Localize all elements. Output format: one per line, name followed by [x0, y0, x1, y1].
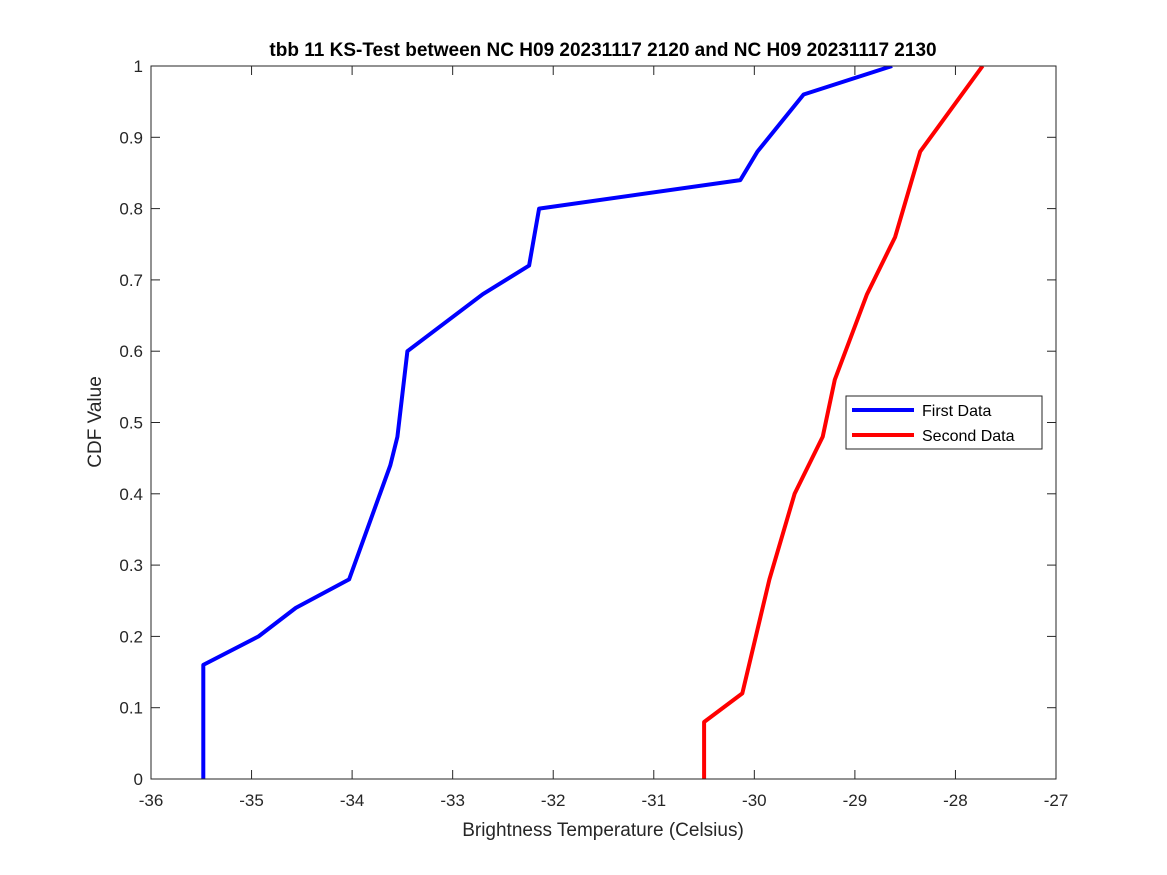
axis-ticks: -36 -35 -34 -33 -32 -31 -30 -29 -28 -27 0 0.1 0.2 0.3…: [119, 57, 1068, 810]
x-tick-label: -28: [943, 791, 968, 810]
x-tick-label: -29: [843, 791, 868, 810]
x-tick-label: -34: [340, 791, 365, 810]
legend-label-first-data: First Data: [922, 403, 991, 420]
y-tick-label: 0.6: [119, 342, 143, 361]
y-tick-label: 1: [134, 57, 143, 76]
x-tick-label: -31: [641, 791, 666, 810]
legend-box: [845, 395, 1043, 450]
x-tick-label: -36: [139, 791, 164, 810]
y-tick-label: 0.1: [119, 699, 143, 718]
y-tick-label: 0.9: [119, 128, 143, 147]
series-line-first-data: [201, 66, 893, 779]
x-tick-label: -35: [239, 791, 264, 810]
y-tick-label: 0.4: [119, 485, 143, 504]
y-tick-label: 0: [134, 770, 143, 789]
chart-title: tbb 11 KS-Test between NC H09 20231117 2…: [269, 40, 936, 61]
y-axis-label: CDF Value: [85, 376, 106, 468]
series-lines: [201, 66, 985, 779]
x-tick-label: -32: [541, 791, 566, 810]
x-tick-label: -27: [1044, 791, 1069, 810]
y-tick-label: 0.7: [119, 271, 143, 290]
legend-label-second-data: Second Data: [922, 428, 1015, 445]
x-axis-label: Brightness Temperature (Celsius): [462, 820, 744, 841]
x-tick-label: -33: [440, 791, 465, 810]
y-tick-label: 0.2: [119, 627, 143, 646]
y-tick-label: 0.8: [119, 200, 143, 219]
y-tick-label: 0.5: [119, 414, 143, 433]
x-tick-label: -30: [742, 791, 767, 810]
y-tick-label: 0.3: [119, 556, 143, 575]
legend: First Data Second Data: [845, 395, 1043, 450]
